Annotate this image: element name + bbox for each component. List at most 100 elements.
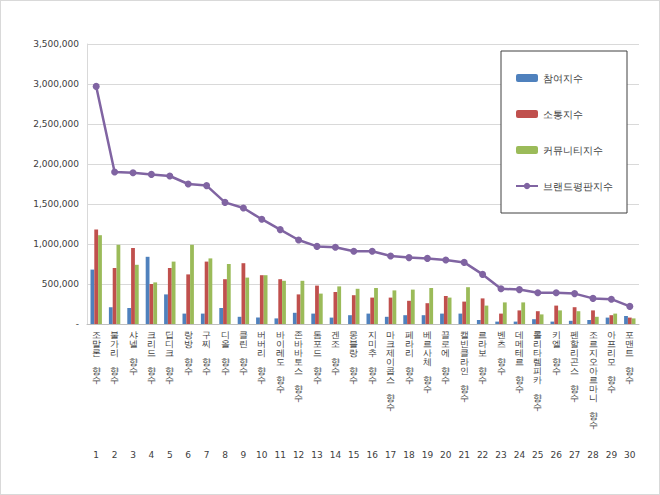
svg-text:찌: 찌: [202, 338, 212, 349]
svg-text:수: 수: [294, 393, 303, 403]
svg-text:4: 4: [149, 450, 155, 460]
svg-text:8: 8: [222, 450, 228, 460]
svg-text:샤: 샤: [128, 329, 138, 340]
svg-text:3,000,000: 3,000,000: [33, 79, 79, 89]
svg-text:수: 수: [165, 375, 174, 385]
svg-text:수: 수: [257, 375, 266, 385]
svg-text:딥: 딥: [165, 329, 175, 340]
svg-text:23: 23: [495, 450, 506, 460]
svg-text:14: 14: [330, 450, 342, 460]
svg-text:29: 29: [606, 450, 618, 460]
svg-text:수: 수: [239, 366, 248, 376]
svg-text:향: 향: [165, 365, 175, 376]
svg-text:랑: 랑: [183, 329, 193, 340]
svg-text:500,000: 500,000: [42, 279, 79, 289]
svg-text:1,500,000: 1,500,000: [33, 199, 79, 209]
svg-text:5: 5: [167, 450, 173, 460]
svg-text:수: 수: [147, 375, 156, 385]
svg-text:수: 수: [497, 366, 506, 376]
svg-text:조: 조: [91, 329, 101, 340]
svg-text:수: 수: [368, 375, 377, 385]
svg-text:11: 11: [274, 450, 285, 460]
svg-text:참여지수: 참여지수: [543, 73, 583, 84]
svg-text:디: 디: [220, 329, 230, 340]
svg-text:말: 말: [91, 338, 101, 349]
svg-text:13: 13: [311, 450, 322, 460]
svg-text:수: 수: [331, 366, 340, 376]
svg-text:2,500,000: 2,500,000: [33, 119, 79, 129]
svg-text:15: 15: [348, 450, 359, 460]
svg-text:16: 16: [366, 450, 378, 460]
svg-text:크: 크: [165, 347, 175, 358]
svg-text:1,000,000: 1,000,000: [33, 239, 79, 249]
svg-text:22: 22: [477, 450, 488, 460]
svg-text:브랜드평판지수: 브랜드평판지수: [543, 181, 613, 192]
svg-text:7: 7: [204, 450, 210, 460]
svg-text:30: 30: [624, 450, 636, 460]
svg-text:수: 수: [221, 366, 230, 376]
svg-text:12: 12: [293, 450, 304, 460]
svg-text:향: 향: [220, 356, 230, 367]
svg-text:드: 드: [146, 347, 156, 358]
svg-text:론: 론: [91, 347, 101, 358]
svg-text:수: 수: [441, 375, 450, 385]
svg-text:향: 향: [128, 356, 138, 367]
svg-text:28: 28: [587, 450, 599, 460]
svg-text:수: 수: [386, 402, 395, 412]
svg-text:가: 가: [110, 338, 120, 349]
svg-text:21: 21: [458, 450, 469, 460]
svg-text:구: 구: [202, 329, 212, 340]
svg-text:향: 향: [91, 365, 101, 376]
svg-text:리: 리: [110, 347, 120, 358]
svg-text:9: 9: [241, 450, 247, 460]
svg-text:10: 10: [256, 450, 268, 460]
svg-text:18: 18: [403, 450, 415, 460]
svg-text:리: 리: [146, 338, 156, 349]
svg-text:3: 3: [130, 450, 136, 460]
svg-text:수: 수: [552, 366, 561, 376]
svg-text:수: 수: [276, 384, 285, 394]
svg-text:크: 크: [146, 329, 156, 340]
svg-text:방: 방: [183, 338, 193, 349]
svg-text:27: 27: [569, 450, 580, 460]
svg-text:20: 20: [440, 450, 452, 460]
svg-text:소통지수: 소통지수: [543, 109, 583, 120]
svg-text:불: 불: [110, 329, 120, 340]
svg-text:향: 향: [202, 356, 212, 367]
svg-text:커뮤니티지수: 커뮤니티지수: [543, 145, 603, 156]
svg-text:수: 수: [405, 375, 414, 385]
svg-text:수: 수: [589, 420, 598, 430]
svg-text:수: 수: [478, 375, 487, 385]
svg-text:수: 수: [607, 384, 616, 394]
svg-text:수: 수: [460, 393, 469, 403]
svg-text:2: 2: [112, 450, 118, 460]
svg-text:3,500,000: 3,500,000: [33, 39, 79, 49]
svg-text:수: 수: [423, 384, 432, 394]
svg-text:17: 17: [385, 450, 396, 460]
svg-text:수: 수: [625, 375, 634, 385]
svg-text:25: 25: [532, 450, 543, 460]
svg-text:수: 수: [313, 375, 322, 385]
svg-text:수: 수: [570, 393, 579, 403]
svg-text:-: -: [76, 319, 79, 329]
svg-text:향: 향: [183, 356, 193, 367]
svg-text:19: 19: [422, 450, 434, 460]
svg-text:1: 1: [93, 450, 99, 460]
svg-text:수: 수: [202, 366, 211, 376]
svg-text:6: 6: [185, 450, 191, 460]
svg-text:수: 수: [349, 375, 358, 385]
svg-text:수: 수: [533, 402, 542, 412]
svg-text:수: 수: [129, 366, 138, 376]
svg-text:넬: 넬: [128, 338, 138, 349]
svg-text:수: 수: [110, 375, 119, 385]
svg-text:향: 향: [110, 365, 120, 376]
svg-text:수: 수: [515, 384, 524, 394]
svg-text:디: 디: [165, 338, 175, 349]
svg-text:수: 수: [184, 366, 193, 376]
svg-text:2,000,000: 2,000,000: [33, 159, 79, 169]
svg-text:향: 향: [146, 365, 156, 376]
svg-text:수: 수: [92, 375, 101, 385]
svg-text:올: 올: [220, 338, 230, 349]
svg-text:24: 24: [514, 450, 526, 460]
svg-text:26: 26: [550, 450, 562, 460]
